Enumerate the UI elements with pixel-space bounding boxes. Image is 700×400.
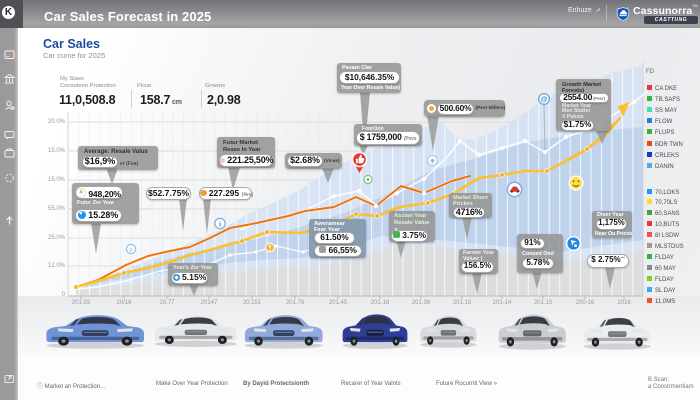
svg-text:@: @ [541,97,548,104]
svg-text:+: + [618,6,620,10]
svg-text:i: i [219,219,221,228]
svg-text:☺: ☺ [128,247,134,253]
svg-text:❋: ❋ [430,158,435,165]
svg-text:+: + [627,6,629,10]
